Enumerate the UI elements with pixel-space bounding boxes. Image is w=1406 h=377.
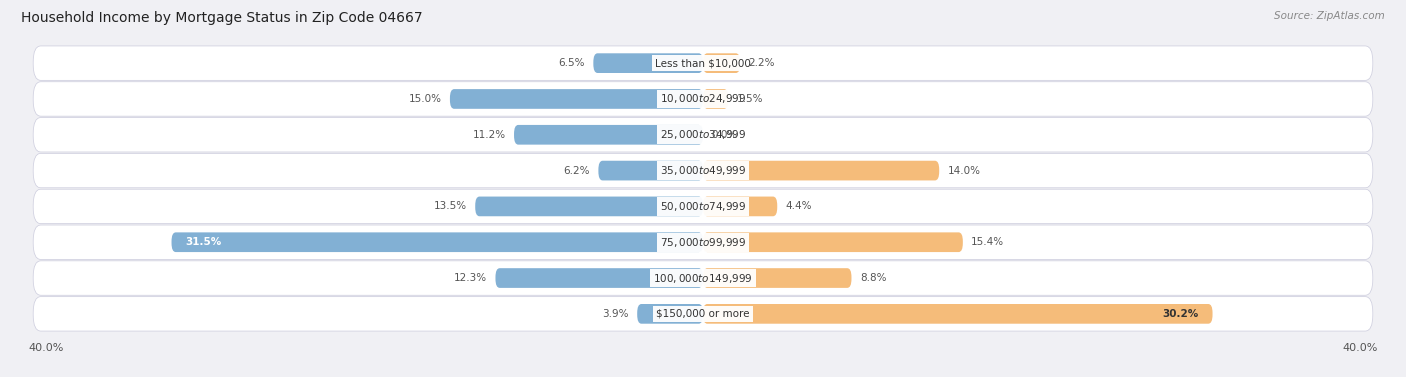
FancyBboxPatch shape — [34, 153, 1372, 188]
FancyBboxPatch shape — [703, 268, 852, 288]
Text: 40.0%: 40.0% — [28, 343, 63, 352]
FancyBboxPatch shape — [34, 189, 1372, 224]
FancyBboxPatch shape — [34, 118, 1372, 152]
FancyBboxPatch shape — [495, 268, 703, 288]
Text: $35,000 to $49,999: $35,000 to $49,999 — [659, 164, 747, 177]
FancyBboxPatch shape — [172, 232, 703, 252]
FancyBboxPatch shape — [450, 89, 703, 109]
Text: 13.5%: 13.5% — [433, 201, 467, 211]
Text: 11.2%: 11.2% — [472, 130, 506, 140]
Text: $10,000 to $24,999: $10,000 to $24,999 — [659, 92, 747, 106]
Text: Household Income by Mortgage Status in Zip Code 04667: Household Income by Mortgage Status in Z… — [21, 11, 423, 25]
Text: $100,000 to $149,999: $100,000 to $149,999 — [654, 271, 752, 285]
Text: 30.2%: 30.2% — [1163, 309, 1199, 319]
Text: 15.0%: 15.0% — [409, 94, 441, 104]
Text: 8.8%: 8.8% — [860, 273, 886, 283]
FancyBboxPatch shape — [703, 161, 939, 181]
Text: $50,000 to $74,999: $50,000 to $74,999 — [659, 200, 747, 213]
FancyBboxPatch shape — [475, 196, 703, 216]
FancyBboxPatch shape — [34, 82, 1372, 116]
Text: 12.3%: 12.3% — [454, 273, 486, 283]
Text: 2.2%: 2.2% — [748, 58, 775, 68]
Text: 40.0%: 40.0% — [1343, 343, 1378, 352]
FancyBboxPatch shape — [515, 125, 703, 145]
FancyBboxPatch shape — [703, 53, 740, 73]
Text: 6.5%: 6.5% — [558, 58, 585, 68]
Text: Less than $10,000: Less than $10,000 — [655, 58, 751, 68]
FancyBboxPatch shape — [34, 297, 1372, 331]
Text: 3.9%: 3.9% — [602, 309, 628, 319]
FancyBboxPatch shape — [599, 161, 703, 181]
FancyBboxPatch shape — [703, 232, 963, 252]
FancyBboxPatch shape — [34, 46, 1372, 80]
FancyBboxPatch shape — [34, 225, 1372, 259]
Text: $75,000 to $99,999: $75,000 to $99,999 — [659, 236, 747, 249]
FancyBboxPatch shape — [703, 89, 728, 109]
Text: 15.4%: 15.4% — [972, 237, 1004, 247]
Text: $25,000 to $34,999: $25,000 to $34,999 — [659, 128, 747, 141]
FancyBboxPatch shape — [703, 304, 1212, 324]
FancyBboxPatch shape — [703, 196, 778, 216]
Text: 0.0%: 0.0% — [711, 130, 738, 140]
Text: 4.4%: 4.4% — [786, 201, 813, 211]
Legend: Without Mortgage, With Mortgage: Without Mortgage, With Mortgage — [582, 375, 824, 377]
Text: 31.5%: 31.5% — [186, 237, 221, 247]
Text: Source: ZipAtlas.com: Source: ZipAtlas.com — [1274, 11, 1385, 21]
FancyBboxPatch shape — [34, 261, 1372, 295]
FancyBboxPatch shape — [593, 53, 703, 73]
Text: 1.5%: 1.5% — [737, 94, 763, 104]
Text: 6.2%: 6.2% — [564, 166, 591, 176]
FancyBboxPatch shape — [637, 304, 703, 324]
Text: 14.0%: 14.0% — [948, 166, 980, 176]
Text: $150,000 or more: $150,000 or more — [657, 309, 749, 319]
